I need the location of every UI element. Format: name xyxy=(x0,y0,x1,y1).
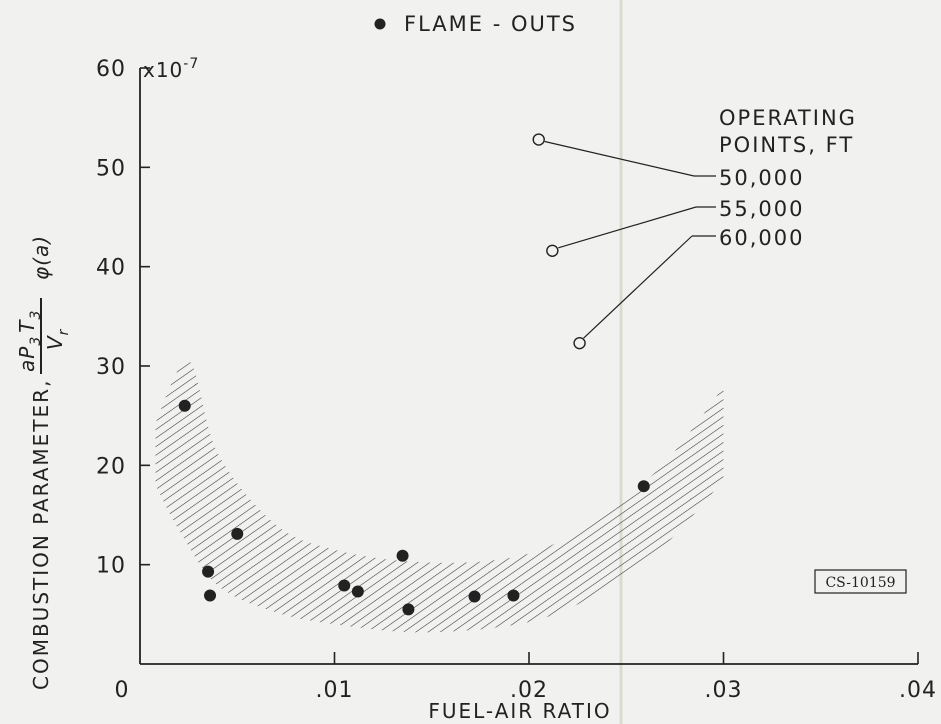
leader-line xyxy=(583,235,693,339)
operating-point xyxy=(546,244,559,257)
x-tick-labels: 0 .01 .02 .03 .04 xyxy=(115,678,937,703)
x-tick-label: .02 xyxy=(510,678,548,703)
x-axis-title: FUEL-AIR RATIO xyxy=(428,699,611,723)
operating-points: 50,000 55,000 60,000 xyxy=(532,133,804,350)
x-tick-label: 0 xyxy=(115,678,130,703)
operating-points-title-2: POINTS, FT xyxy=(719,133,854,157)
y-tick-label: 30 xyxy=(96,355,126,380)
y-tick-label: 50 xyxy=(96,156,126,181)
y-axis-title-text: COMBUSTION PARAMETER, xyxy=(29,379,53,690)
y-tick-label: 40 xyxy=(96,256,126,281)
y-tick-label: 10 xyxy=(96,554,126,579)
flameout-points xyxy=(178,399,650,616)
operating-point xyxy=(573,336,586,350)
y-axis-title: COMBUSTION PARAMETER, aP3T3 Vr φ(a) xyxy=(15,235,72,690)
x-tick-label: .01 xyxy=(316,678,354,703)
operating-point xyxy=(532,133,545,146)
operating-points-title-1: OPERATING xyxy=(719,106,857,130)
operating-point-label: 60,000 xyxy=(719,226,804,250)
y-multiplier: x10-7 xyxy=(143,56,199,82)
stamp: CS-10159 xyxy=(814,569,907,594)
flameout-point xyxy=(338,579,351,592)
operating-point-label: 55,000 xyxy=(719,197,804,221)
legend-label: FLAME - OUTS xyxy=(404,12,577,36)
svg-text:φ(a): φ(a) xyxy=(29,235,53,280)
leader-line xyxy=(544,140,695,177)
flameout-point xyxy=(202,565,215,578)
x-tick-label: .03 xyxy=(705,678,743,703)
y-tick-label: 20 xyxy=(96,454,126,479)
flameout-point xyxy=(178,399,191,412)
legend-marker xyxy=(374,18,386,30)
svg-text:aP3T3: aP3T3 xyxy=(15,310,44,372)
x-tick-label: .04 xyxy=(899,678,937,703)
flameout-point xyxy=(396,549,409,562)
y-tick-label: 60 xyxy=(96,57,126,82)
flameout-point xyxy=(507,589,520,602)
flameout-point xyxy=(351,585,364,598)
axes xyxy=(139,67,919,665)
flameout-point xyxy=(204,589,217,602)
flameout-point xyxy=(231,527,244,540)
legend: FLAME - OUTS xyxy=(374,12,577,36)
flameout-point xyxy=(637,480,650,493)
stamp-text: CS-10159 xyxy=(825,575,895,591)
flameout-point xyxy=(468,590,481,603)
svg-text:Vr: Vr xyxy=(43,328,72,350)
leader-line xyxy=(558,206,697,249)
operating-point-label: 50,000 xyxy=(719,166,804,190)
y-tick-labels: 10 20 30 40 50 60 xyxy=(96,57,126,579)
y-axis-formula: aP3T3 Vr φ(a) xyxy=(15,235,72,374)
flameout-point xyxy=(402,603,415,616)
flameout-band xyxy=(155,360,724,633)
